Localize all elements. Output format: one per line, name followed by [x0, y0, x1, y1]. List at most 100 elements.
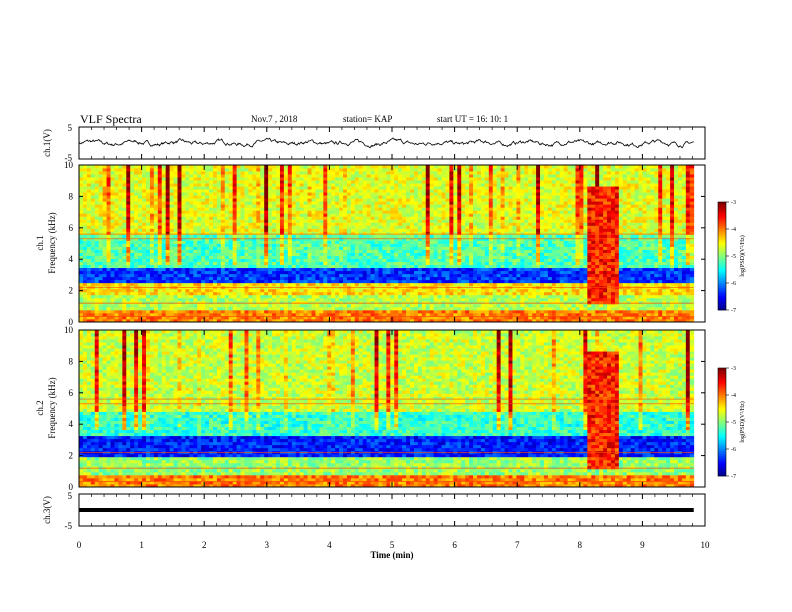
spectrogram-cell — [429, 210, 435, 214]
spectrogram-cell — [268, 189, 273, 193]
spectrogram-cell — [240, 279, 245, 284]
spectrogram-cell — [216, 216, 222, 220]
spectrogram-cell — [169, 201, 174, 205]
spectrogram-cell — [244, 204, 249, 208]
spectrogram-cell — [157, 204, 163, 208]
spectrogram-cell — [142, 168, 147, 172]
spectrogram-cell — [453, 306, 458, 311]
spectrogram-cell — [283, 174, 289, 178]
spectrogram-cell — [268, 222, 273, 226]
spectrogram-cell — [441, 198, 446, 202]
spectrogram-cell — [350, 318, 356, 323]
spectrogram-cell — [445, 186, 450, 190]
spectrogram-cell — [224, 297, 230, 302]
spectrogram-cell — [272, 195, 277, 199]
spectrogram-cell — [181, 207, 186, 211]
spectrogram-cell — [287, 255, 293, 259]
spectrogram-cell — [287, 168, 293, 172]
spectrogram-cell — [283, 240, 289, 244]
spectrogram-cell — [130, 270, 135, 275]
spectrogram-cell — [366, 171, 371, 175]
spectrogram-cell — [228, 180, 234, 184]
spectrogram-cell — [319, 309, 324, 314]
spectrogram-cell — [153, 198, 159, 202]
spectrogram-cell — [122, 177, 127, 181]
spectrogram-cell — [335, 234, 340, 238]
spectrogram-cell — [201, 273, 206, 278]
spectrogram-cell — [374, 183, 379, 187]
spectrogram-cell — [354, 264, 360, 269]
spectrogram-cell — [145, 273, 151, 278]
spectrogram-cell — [398, 246, 403, 250]
spectrogram-cell — [323, 174, 328, 178]
spectrogram-cell — [449, 168, 454, 172]
spectrogram-cell — [256, 261, 261, 266]
spectrogram-cell — [339, 183, 344, 187]
spectrogram-cell — [189, 297, 194, 302]
spectrogram-cell — [437, 216, 442, 220]
spectrogram-cell — [169, 198, 174, 202]
spectrogram-cell — [335, 270, 340, 275]
spectrogram-cell — [295, 282, 301, 287]
spectrogram-cell — [212, 279, 218, 284]
spectrogram-cell — [449, 267, 454, 272]
spectrogram-cell — [90, 261, 96, 266]
spectrogram-cell — [82, 207, 88, 211]
spectrogram-cell — [161, 231, 167, 235]
spectrogram-cell — [252, 234, 257, 238]
spectrogram-cell — [110, 294, 115, 299]
spectrogram-cell — [134, 288, 139, 293]
spectrogram-cell — [264, 252, 269, 256]
spectrogram-cell — [240, 216, 245, 220]
spectrogram-cell — [114, 273, 119, 278]
spectrogram-cell — [165, 264, 171, 269]
spectrogram-cell — [90, 243, 96, 247]
spectrogram-cell — [287, 309, 293, 314]
spectrogram-cell — [98, 291, 104, 296]
spectrogram-cell — [130, 228, 135, 232]
spectrogram-cell — [331, 219, 336, 223]
spectrogram-cell — [268, 297, 273, 302]
spectrogram-cell — [209, 288, 214, 293]
spectrogram-cell — [220, 255, 226, 259]
spectrogram-cell — [433, 282, 438, 287]
spectrogram-cell — [268, 198, 273, 202]
spectrogram-cell — [142, 252, 147, 256]
spectrogram-cell — [205, 315, 210, 320]
spectrogram-cell — [157, 273, 163, 278]
spectrogram-cell — [295, 312, 301, 317]
spectrogram-cell — [79, 297, 84, 302]
spectrogram-cell — [236, 228, 241, 232]
spectrogram-cell — [402, 177, 407, 181]
spectrogram-cell — [299, 294, 305, 299]
spectrogram-cell — [382, 228, 387, 232]
spectrogram-cell — [331, 213, 336, 217]
spectrogram-cell — [212, 276, 218, 281]
spectrogram-cell — [94, 264, 100, 269]
spectrogram-cell — [126, 249, 131, 253]
spectrogram-cell — [279, 255, 285, 259]
spectrogram-cell — [291, 213, 297, 217]
spectrogram-cell — [335, 240, 340, 244]
spectrogram-cell — [268, 192, 273, 196]
spectrogram-cell — [406, 276, 411, 281]
spectrogram-cell — [315, 213, 320, 217]
spectrogram-cell — [350, 267, 356, 272]
spectrogram-cell — [209, 309, 214, 314]
spectrogram-cell — [350, 165, 356, 169]
spectrogram-cell — [390, 222, 395, 226]
spectrogram-cell — [216, 303, 222, 308]
spectrogram-cell — [185, 270, 190, 275]
spectrogram-cell — [90, 255, 96, 259]
spectrogram-cell — [437, 177, 442, 181]
spectrogram-cell — [386, 219, 391, 223]
spectrogram-cell — [260, 279, 265, 284]
spectrogram-cell — [366, 288, 371, 293]
spectrogram-cell — [382, 177, 387, 181]
spectrogram-cell — [236, 237, 241, 241]
spectrogram-cell — [441, 204, 446, 208]
spectrogram-cell — [248, 168, 253, 172]
spectrogram-cell — [331, 204, 336, 208]
spectrogram-cell — [343, 291, 348, 296]
